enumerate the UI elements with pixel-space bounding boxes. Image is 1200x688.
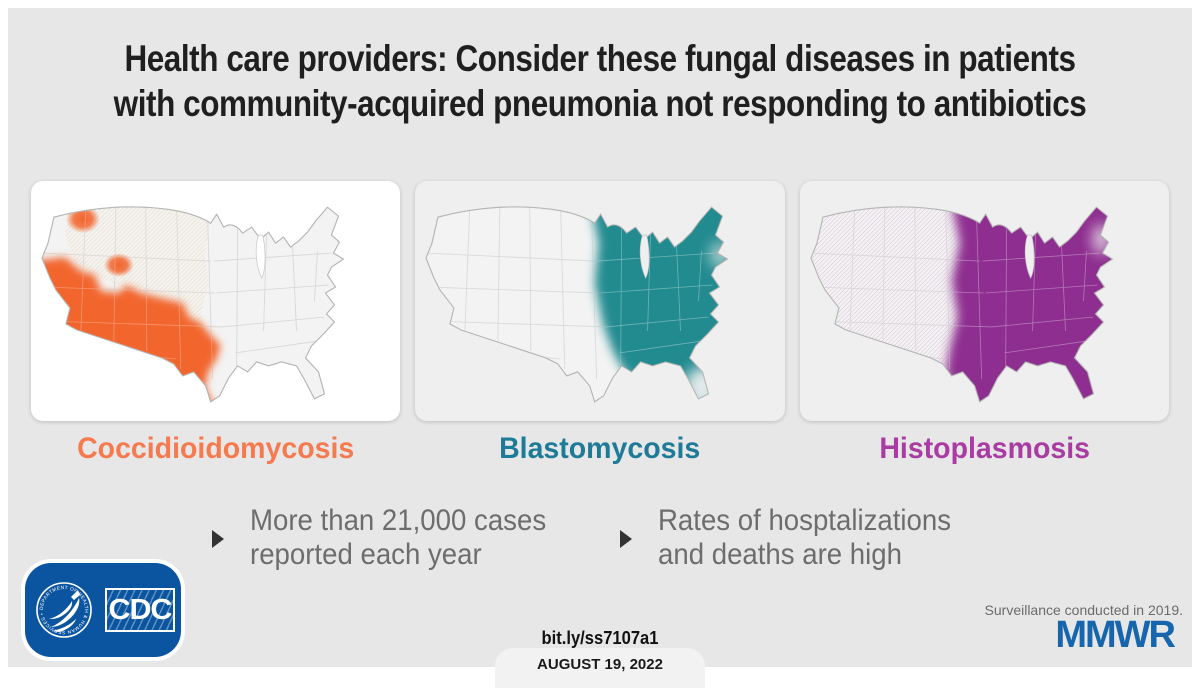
hhs-seal-icon: DEPARTMENT OF HEALTH & HUMAN SERVICES • …: [36, 582, 92, 638]
us-map-blastomycosis-icon: [425, 206, 729, 403]
label-histoplasmosis: Histoplasmosis: [878, 432, 1090, 465]
cdc-logo-text: CDC: [108, 593, 173, 626]
map-labels-row: Coccidioidomycosis Blastomycosis Histopl…: [31, 432, 1169, 466]
bullet-hospitalizations: Rates of hosptalizations and deaths are …: [620, 504, 977, 572]
cdc-logo-box: CDC: [105, 588, 175, 632]
map-card-histoplasmosis: [799, 181, 1169, 421]
label-coccidioidomycosis: Coccidioidomycosis: [77, 432, 355, 465]
background-canvas: Health care providers: Consider these fu…: [8, 8, 1192, 688]
bullet-cases-line1: More than 21,000 cases: [250, 504, 547, 537]
bullet-cases-line2: reported each year: [250, 538, 482, 571]
us-map-coccidioidomycosis-icon: [41, 206, 344, 403]
bullet-arrow-icon: [212, 530, 224, 548]
bullet-cases-text: More than 21,000 cases reported each yea…: [250, 504, 546, 572]
page-title: Health care providers: Consider these fu…: [97, 36, 1103, 126]
label-blastomycosis: Blastomycosis: [499, 432, 701, 465]
mmwr-logo: MMWR: [1055, 614, 1176, 656]
bullet-hospitalizations-line1: Rates of hosptalizations: [658, 504, 952, 537]
bitly-link: bit.ly/ss7107a1: [541, 628, 659, 648]
date-tab: AUGUST 19, 2022: [495, 648, 705, 688]
surveillance-note: Surveillance conducted in 2019.: [984, 602, 1183, 618]
cdc-hhs-logo: DEPARTMENT OF HEALTH & HUMAN SERVICES • …: [25, 563, 181, 657]
bullet-hospitalizations-text: Rates of hosptalizations and deaths are …: [658, 504, 951, 572]
map-card-blastomycosis: [415, 181, 785, 421]
maps-row: [31, 181, 1169, 421]
page-title-line1: Health care providers: Consider these fu…: [124, 38, 1076, 79]
us-map-histoplasmosis-icon: [810, 206, 1113, 403]
bullet-arrow-icon: [620, 530, 632, 548]
page-title-line2: with community-acquired pneumonia not re…: [113, 83, 1087, 124]
map-card-coccidioidomycosis: [31, 181, 401, 421]
bullet-hospitalizations-line2: and deaths are high: [658, 538, 903, 571]
bullet-cases: More than 21,000 cases reported each yea…: [212, 504, 572, 572]
